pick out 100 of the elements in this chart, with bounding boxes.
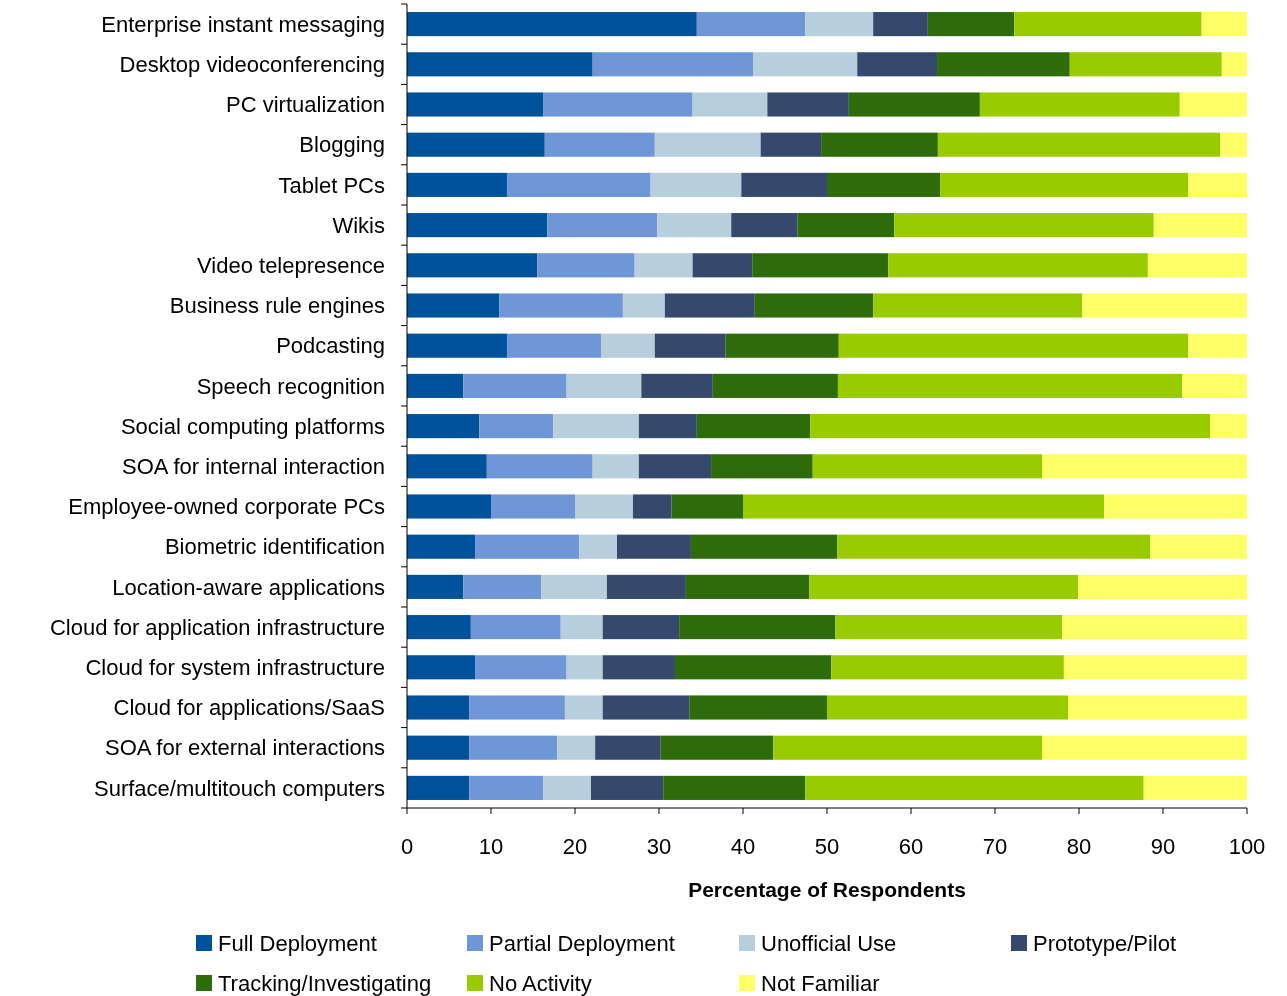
bar (873, 12, 928, 37)
bar (601, 333, 655, 358)
y-tick-label: Video telepresence (197, 253, 385, 278)
bar (760, 132, 822, 157)
bar (663, 775, 806, 800)
bar (590, 775, 664, 800)
y-tick-label: Speech recognition (196, 373, 385, 399)
bar (463, 373, 567, 398)
bar (857, 52, 938, 77)
bar (696, 12, 806, 37)
bar (543, 92, 693, 117)
bar (475, 655, 567, 680)
x-tick-label: 40 (730, 834, 756, 859)
bar (773, 735, 1043, 760)
x-tick-label: 20 (562, 834, 588, 859)
bar (812, 454, 1043, 479)
x-tick-label: 0 (400, 834, 414, 859)
bar (479, 414, 554, 439)
x-axis-title: Percentage of Respondents (688, 878, 966, 901)
bar (566, 655, 603, 680)
bar (685, 574, 810, 599)
bar (407, 655, 476, 680)
bar (827, 172, 941, 197)
bar (1188, 172, 1247, 197)
bar (1150, 534, 1247, 559)
y-tick-label: Business rule engines (169, 293, 385, 319)
bar (937, 52, 1070, 77)
bar (544, 132, 655, 157)
bar (940, 172, 1189, 197)
bar (638, 454, 712, 479)
y-tick-label: Blogging (299, 132, 385, 158)
bar (696, 414, 811, 439)
bar (805, 775, 1144, 800)
bar (407, 253, 538, 278)
bar (1042, 735, 1247, 760)
bar (407, 534, 476, 559)
y-tick-label: Cloud for application infrastructure (49, 614, 385, 640)
bar (838, 333, 1189, 358)
x-tick-label: 10 (478, 834, 504, 859)
bar (654, 333, 726, 358)
legend-label: Unofficial Use (761, 930, 897, 956)
legend-label: Full Deployment (218, 930, 377, 956)
bar (407, 775, 470, 800)
y-tick-label: Wikis (332, 212, 385, 238)
bar (564, 695, 603, 720)
bar (506, 333, 602, 358)
bar (575, 494, 633, 519)
bar (622, 293, 665, 318)
bar (634, 253, 693, 278)
bar (407, 333, 507, 358)
bar (541, 574, 607, 599)
bar (407, 454, 487, 479)
bar (767, 92, 849, 117)
bar (711, 454, 813, 479)
bar (654, 132, 761, 157)
bar (499, 293, 623, 318)
bar (797, 213, 895, 238)
bar (1147, 253, 1247, 278)
y-tick-label: Biometric identification (164, 534, 385, 560)
bar (894, 213, 1154, 238)
bar (831, 655, 1064, 680)
bar (888, 253, 1148, 278)
bar (692, 92, 768, 117)
bar (821, 132, 938, 157)
bar (1210, 414, 1247, 439)
bar (595, 735, 661, 760)
y-tick-label: Location-aware applications (112, 574, 385, 600)
bar (837, 373, 1183, 398)
bar (754, 293, 874, 318)
bar (1042, 454, 1247, 479)
bar (592, 454, 639, 479)
bar (407, 213, 548, 238)
bar (407, 172, 507, 197)
y-tick-label: Enterprise instant messaging (101, 11, 385, 37)
bar (660, 735, 774, 760)
bar (407, 12, 697, 37)
x-tick-label: 90 (1150, 834, 1176, 859)
bar (407, 92, 544, 117)
bar (1082, 293, 1247, 318)
y-tick-label: Tablet PCs (278, 172, 385, 198)
bar (407, 615, 471, 640)
bar (753, 52, 858, 77)
bar (1014, 12, 1202, 37)
x-tick-label: 100 (1228, 834, 1266, 859)
y-tick-label: Employee-owned corporate PCs (68, 494, 385, 520)
bar (690, 534, 838, 559)
bar (1104, 494, 1247, 519)
y-tick-label: SOA for internal interaction (122, 454, 385, 479)
bar (566, 373, 642, 398)
bar (1069, 52, 1222, 77)
bar (692, 253, 753, 278)
bar (810, 414, 1211, 439)
bar (731, 213, 798, 238)
bar (712, 373, 838, 398)
bar (1062, 615, 1247, 640)
bar (641, 373, 713, 398)
x-tick-label: 80 (1066, 834, 1092, 859)
bar (979, 92, 1180, 117)
bar (657, 213, 732, 238)
bar (407, 494, 491, 519)
